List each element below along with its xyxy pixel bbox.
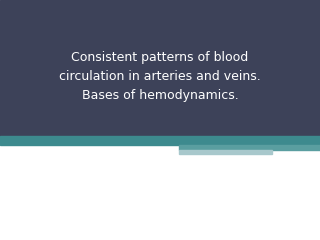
Bar	[179, 150, 272, 154]
Bar	[0, 0, 320, 136]
Text: Consistent patterns of blood
circulation in arteries and veins.
Bases of hemodyn: Consistent patterns of blood circulation…	[59, 51, 261, 102]
Bar	[179, 145, 320, 150]
Bar	[0, 136, 320, 145]
